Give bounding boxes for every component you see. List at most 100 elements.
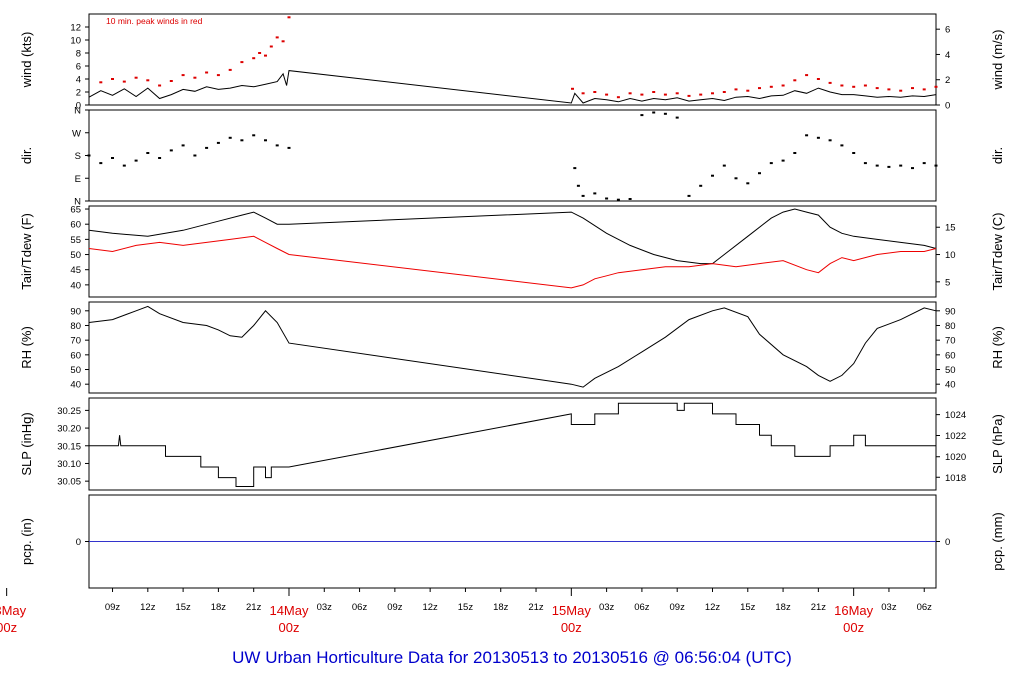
wind-right-tick-label: 4	[945, 50, 950, 61]
wind-series-1-point	[734, 88, 738, 91]
slp-right-tick-label: 1018	[945, 473, 966, 484]
x-hour-tick-label: 03z	[599, 602, 615, 613]
wind-series-1-point	[722, 91, 726, 93]
dir-series-0-point	[158, 157, 162, 159]
wind-left-tick-label: 12	[70, 23, 81, 34]
wind-series-1-point	[863, 84, 867, 87]
wind-series-1-point	[193, 76, 197, 79]
wind-series-0-line	[88, 70, 937, 104]
dir-series-0-point	[252, 134, 256, 137]
slp-panel-frame	[88, 397, 937, 491]
dir-left-tick-label: N	[74, 197, 81, 208]
temp-left-tick-label: 50	[70, 250, 81, 261]
dir-series-0-point	[758, 172, 761, 175]
x-day-label: 00z	[279, 620, 300, 635]
slp-right-tick-label: 1024	[945, 410, 966, 421]
rh-right-tick-label: 80	[945, 321, 956, 332]
dir-panel-frame	[88, 109, 937, 202]
rh-left-tick-label: 50	[70, 365, 81, 376]
slp-left-tick-label: 30.25	[57, 406, 81, 417]
wind-series-1-point	[146, 79, 150, 82]
x-day-label: 00z	[843, 620, 864, 635]
temp-left-tick-label: 65	[70, 205, 81, 216]
rh-right-axis-label: RH (%)	[990, 326, 1005, 369]
x-day-label: 14May	[269, 603, 309, 618]
slp-left-axis-label: SLP (inHg)	[19, 412, 34, 475]
dir-series-0-point	[576, 184, 580, 187]
wind-series-1-point	[840, 84, 844, 87]
wind-series-1-point	[605, 93, 609, 96]
dir-series-0-point	[111, 157, 114, 159]
slp-right-axis-label: SLP (hPa)	[990, 414, 1005, 474]
wind-series-1-point	[640, 93, 644, 96]
dir-series-0-point	[169, 149, 173, 152]
wind-series-1-point	[122, 80, 126, 83]
wind-series-1-point	[816, 78, 820, 80]
wind-series-1-point	[746, 89, 750, 92]
dir-series-0-point	[816, 136, 820, 139]
x-hour-tick-label: 09z	[670, 602, 686, 613]
x-day-label: 00z	[0, 620, 17, 635]
wind-series-1-point	[275, 36, 279, 39]
wind-series-1-point	[258, 52, 262, 54]
wind-series-1-point	[769, 85, 773, 88]
x-hour-tick-label: 09z	[105, 602, 121, 613]
temp-left-tick-label: 45	[70, 265, 81, 276]
wind-series-1-point	[922, 88, 926, 91]
wind-series-1-point	[828, 81, 832, 84]
dir-series-0-point	[899, 164, 903, 167]
x-hour-tick-label: 12z	[422, 602, 438, 613]
x-hour-tick-label: 21z	[528, 602, 544, 613]
dir-series-0-point	[922, 162, 926, 165]
wind-series-1-point	[252, 57, 256, 60]
dir-series-0-point	[828, 139, 832, 142]
dir-series-0-point	[887, 165, 891, 168]
dir-series-0-point	[722, 164, 726, 167]
wind-left-tick-label: 10	[70, 36, 81, 47]
dir-series-0-point	[122, 164, 126, 167]
wind-left-tick-label: 8	[76, 49, 81, 60]
wind-series-1-point	[911, 87, 914, 90]
wind-series-1-point	[228, 68, 232, 71]
dir-series-0-point	[593, 192, 597, 195]
x-hour-tick-label: 12z	[705, 602, 721, 613]
dir-series-0-point	[275, 144, 279, 147]
x-day-label: 16May	[834, 603, 874, 618]
dir-series-0-point	[852, 152, 856, 154]
x-hour-tick-label: 18z	[211, 602, 227, 613]
rh-left-tick-label: 80	[70, 321, 81, 332]
wind-series-1-point	[699, 93, 703, 96]
x-hour-tick-label: 15z	[740, 602, 756, 613]
rh-right-tick-label: 40	[945, 380, 956, 391]
wind-left-tick-label: 6	[76, 62, 81, 73]
x-hour-tick-label: 15z	[175, 602, 191, 613]
wind-series-1-point	[287, 16, 291, 19]
rh-right-tick-label: 60	[945, 350, 956, 361]
x-day-label: 00z	[561, 620, 582, 635]
dir-series-0-point	[805, 134, 809, 137]
x-hour-tick-label: 15z	[458, 602, 474, 613]
rh-left-tick-label: 40	[70, 380, 81, 391]
wind-series-1-point	[616, 96, 620, 99]
dir-series-0-point	[616, 198, 620, 201]
temp-left-tick-label: 60	[70, 220, 81, 231]
temp-series-1-line	[88, 235, 937, 289]
wind-series-1-point	[652, 91, 656, 93]
wind-series-1-point	[264, 54, 267, 57]
wind-left-tick-label: 2	[76, 88, 81, 99]
dir-series-0-point	[663, 112, 667, 115]
wind-series-1-point	[675, 92, 679, 95]
x-hour-tick-label: 06z	[917, 602, 933, 613]
temp-series-0-line	[88, 208, 937, 265]
wind-series-1-point	[887, 88, 891, 91]
wind-series-1-point	[711, 92, 714, 95]
wind-series-1-point	[99, 81, 103, 84]
wind-series-1-point	[269, 45, 273, 48]
dir-series-0-point	[746, 182, 750, 185]
slp-left-tick-label: 30.05	[57, 477, 81, 488]
temp-right-tick-label: 15	[945, 223, 956, 234]
pcp-right-axis-label: pcp. (mm)	[990, 512, 1005, 571]
dir-series-0-point	[216, 141, 220, 144]
x-hour-tick-label: 03z	[317, 602, 333, 613]
dir-left-tick-label: W	[72, 128, 81, 139]
